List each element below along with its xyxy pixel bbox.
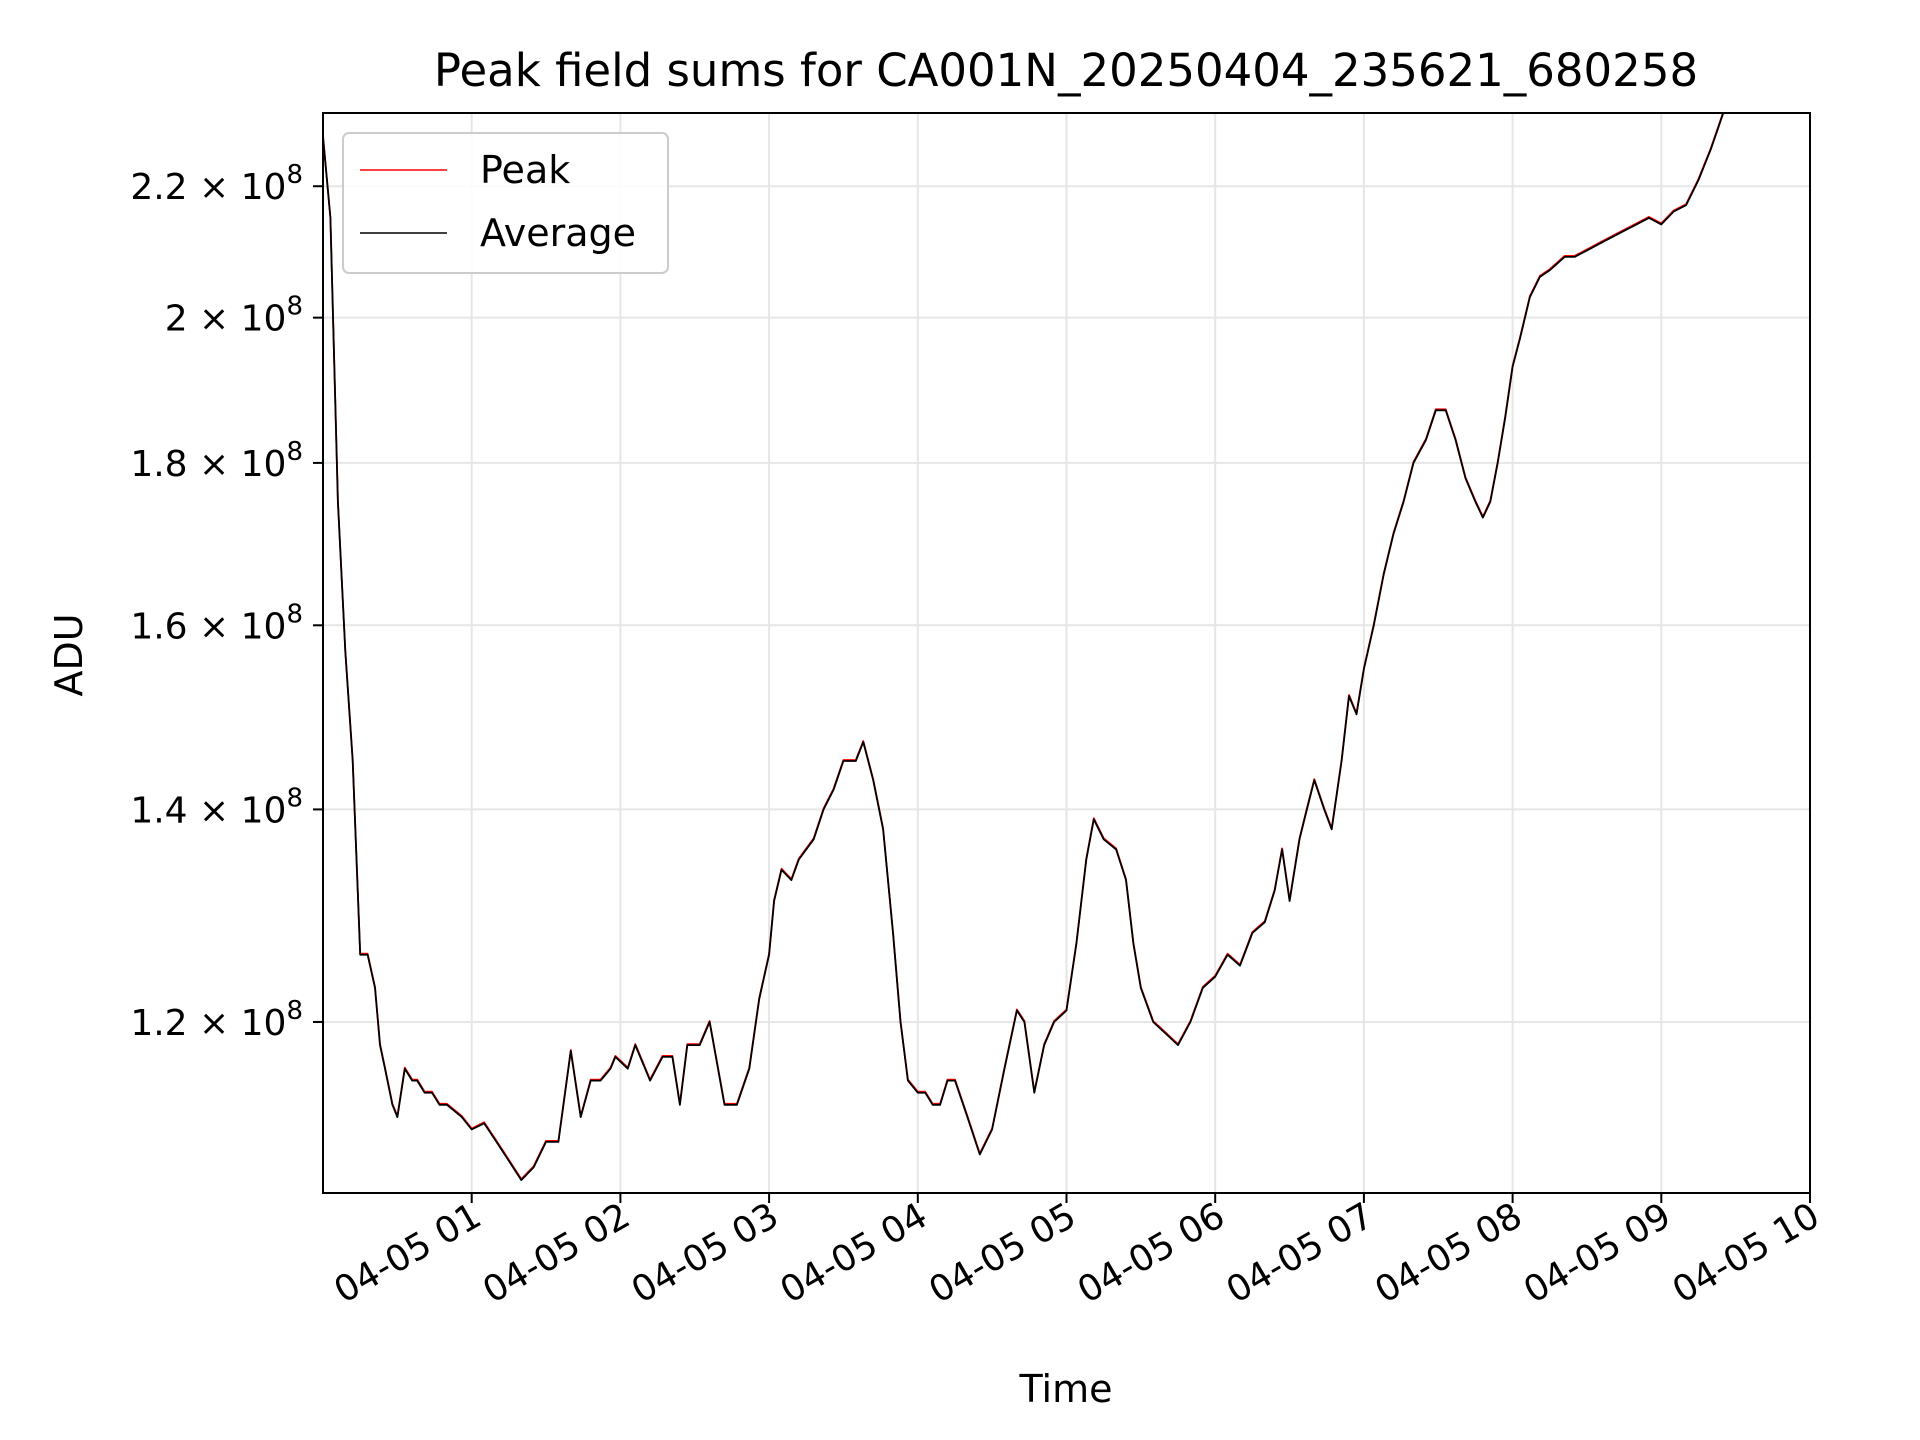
y-tick-label: 1.6 × 108 bbox=[130, 599, 303, 647]
y-tick-label: 2.2 × 108 bbox=[130, 160, 303, 208]
legend-average-label: Average bbox=[480, 211, 636, 255]
y-tick-label: 1.4 × 108 bbox=[130, 783, 303, 831]
legend-peak-label: Peak bbox=[480, 148, 570, 192]
chart-title: Peak field sums for CA001N_20250404_2356… bbox=[434, 44, 1698, 97]
y-tick-label: 1.8 × 108 bbox=[130, 437, 303, 485]
x-axis-label: Time bbox=[1019, 1367, 1113, 1411]
legend-box bbox=[342, 132, 669, 274]
series-line-average bbox=[322, 112, 1725, 1181]
series-lines bbox=[322, 111, 1725, 1181]
y-axis-label: ADU bbox=[47, 613, 91, 696]
y-axis: 1.2 × 108 1.4 × 108 1.6 × 108 1.8 × 108 2 × … bbox=[130, 160, 323, 1044]
y-tick-label: 2 × 108 bbox=[165, 292, 303, 340]
y-tick-label: 1.2 × 108 bbox=[130, 996, 303, 1044]
grid bbox=[323, 113, 1811, 1193]
legend: Peak Average bbox=[342, 132, 669, 274]
